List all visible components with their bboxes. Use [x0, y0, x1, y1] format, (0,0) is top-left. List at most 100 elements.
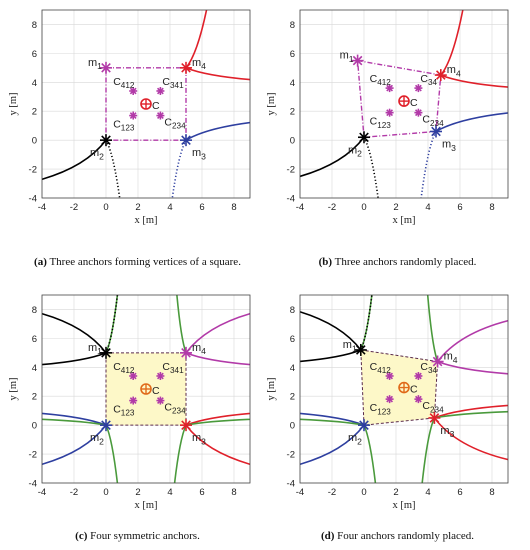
chart-panel: -4 -2 0 2 4 6 8 -4 -2 0 2 4 6 8 x [m] y [m] m2 m3 m4 m1 C412…: [8, 294, 251, 511]
y-tick-label: 4: [32, 78, 37, 89]
center-label: C: [410, 97, 418, 109]
y-tick-label: -4: [29, 194, 37, 205]
x-tick-label: 4: [167, 202, 172, 213]
curve-black-dotted: [105, 295, 119, 354]
anchor-label: m3: [192, 432, 206, 446]
anchor-marker: [100, 61, 112, 74]
y-tick-label: 4: [32, 363, 37, 374]
anchor-label: m2: [348, 144, 362, 158]
anchor-marker: [354, 343, 367, 356]
anchor-label: m4: [192, 57, 206, 71]
y-tick-label: 0: [32, 421, 37, 432]
estimate-label: C123: [370, 402, 392, 416]
anchor-marker: [430, 125, 442, 138]
anchor-marker: [180, 419, 192, 432]
y-tick-label: 0: [32, 136, 37, 147]
curve-green-3: [176, 295, 187, 354]
curve-blue: [435, 112, 508, 133]
x-tick-label: 6: [457, 487, 462, 498]
estimate-label: C412: [370, 361, 392, 375]
x-tick-label: 2: [135, 487, 140, 498]
axes-frame: [299, 294, 509, 484]
x-tick-label: 4: [425, 202, 430, 213]
plot-area: [300, 10, 508, 198]
x-tick-label: 8: [489, 202, 494, 213]
caption-tag: (b): [318, 256, 333, 268]
x-tick-label: 2: [135, 202, 140, 213]
y-tick-label: 8: [290, 305, 295, 316]
anchor-label: m2: [348, 432, 362, 446]
y-tick-label: 0: [290, 136, 295, 147]
x-tick-label: 8: [489, 487, 494, 498]
y-tick-label: -2: [287, 450, 295, 461]
estimate-label: C34: [420, 361, 437, 375]
y-tick-label: -4: [287, 479, 295, 490]
curve-blue-dotted: [171, 139, 187, 198]
curve-green-3: [426, 295, 439, 362]
y-tick-label: 4: [290, 78, 295, 89]
axes-frame: [41, 9, 251, 199]
curve-red: [185, 67, 250, 81]
caption-b: (b) Three anchors randomly placed.: [270, 256, 525, 268]
y-tick-label: 2: [32, 392, 37, 403]
center-label: C: [152, 100, 160, 112]
anchor-marker: [100, 134, 112, 147]
y-tick-label: 4: [290, 363, 295, 374]
estimate-marker: [385, 108, 394, 117]
curve-red: [185, 424, 250, 466]
curve-red-2: [185, 412, 250, 426]
x-tick-label: 0: [361, 487, 366, 498]
caption-text: Three anchors forming vertices of a squa…: [49, 256, 241, 268]
plot-area: [42, 10, 250, 198]
x-tick-label: 6: [199, 487, 204, 498]
estimate-marker: [156, 111, 165, 120]
curve-black-2: [300, 349, 362, 363]
center-label: C: [152, 385, 160, 397]
x-tick-label: 4: [425, 487, 430, 498]
estimate-marker: [414, 371, 423, 380]
y-axis-label: y [m]: [266, 92, 277, 115]
curve-blue: [185, 121, 250, 141]
estimate-marker: [129, 371, 138, 380]
curve-blue-2: [300, 412, 365, 426]
estimate-label: C234: [422, 114, 444, 128]
axes-frame: [41, 294, 251, 484]
anchor-label: m1: [340, 50, 354, 64]
y-tick-label: 2: [32, 107, 37, 118]
y-axis-label: y [m]: [8, 377, 19, 400]
estimate-label: C412: [370, 73, 392, 87]
estimate-label: C412: [113, 76, 135, 90]
y-tick-label: -2: [287, 165, 295, 176]
estimate-label: C341: [162, 76, 184, 90]
estimate-marker: [129, 86, 138, 95]
curve-green-6: [434, 410, 508, 419]
estimate-marker: [414, 395, 423, 404]
estimate-label: C123: [113, 404, 135, 418]
y-tick-label: 6: [290, 334, 295, 345]
y-tick-label: 8: [290, 20, 295, 31]
x-axis-label: x [m]: [134, 500, 157, 511]
anchor-marker: [180, 61, 192, 74]
caption-text: Three anchors randomly placed.: [334, 256, 477, 268]
x-axis-label: x [m]: [392, 500, 415, 511]
curve-magenta-2: [185, 352, 250, 366]
anchor-label: m2: [90, 432, 104, 446]
y-tick-label: -4: [287, 194, 295, 205]
x-tick-label: 8: [231, 202, 236, 213]
caption-text: Four symmetric anchors.: [90, 530, 200, 542]
curve-black: [300, 136, 365, 178]
x-tick-label: -2: [328, 487, 336, 498]
x-tick-label: 8: [231, 487, 236, 498]
chart-panel: -4 -2 0 2 4 6 8 -4 -2 0 2 4 6 8 x [m] y [m] m2 m3 m4 m1 C412…: [8, 9, 251, 226]
curve-blue-dotted: [420, 131, 437, 198]
curve-red: [440, 74, 508, 88]
y-tick-label: 8: [32, 305, 37, 316]
estimate-label: C234: [164, 117, 186, 131]
x-tick-label: -2: [70, 487, 78, 498]
x-tick-label: 2: [393, 202, 398, 213]
x-tick-label: -4: [296, 202, 304, 213]
x-tick-label: 0: [103, 487, 108, 498]
curve-magenta-2: [437, 360, 508, 375]
y-tick-label: -4: [29, 479, 37, 490]
